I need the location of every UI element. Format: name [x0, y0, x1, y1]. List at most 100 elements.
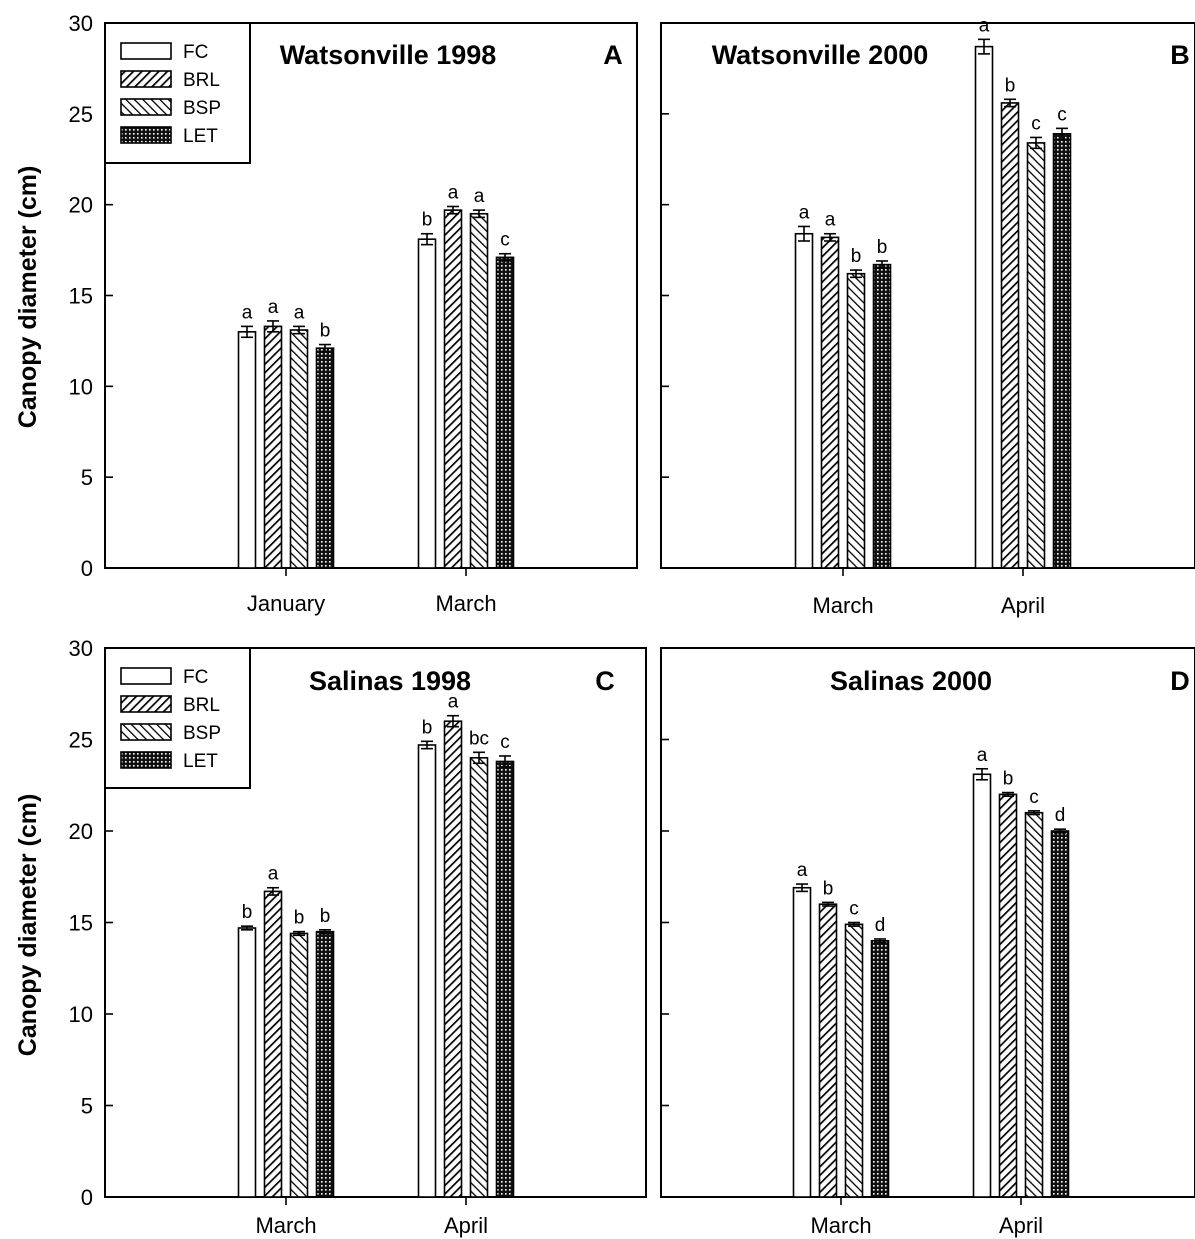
- significance-label: b: [320, 906, 331, 927]
- error-bar: [978, 38, 990, 55]
- y-tick-label: 15: [69, 284, 93, 309]
- bar-bsp: [469, 212, 489, 569]
- significance-label: b: [823, 878, 834, 899]
- bar-let: [1052, 133, 1072, 569]
- category-label: April: [444, 1213, 488, 1238]
- bar-brl: [443, 720, 463, 1198]
- legend: FC BRL BSP LET: [104, 647, 251, 789]
- bar-brl: [818, 903, 838, 1198]
- error-bar: [1056, 127, 1068, 141]
- significance-label: b: [294, 908, 305, 929]
- error-bar: [447, 714, 459, 728]
- legend-swatch-let: [120, 751, 172, 769]
- significance-label: a: [797, 860, 808, 881]
- error-bar: [876, 260, 888, 270]
- significance-label: b: [320, 321, 331, 342]
- error-bar: [241, 925, 253, 931]
- significance-label: bc: [469, 728, 489, 749]
- bar-let: [495, 256, 515, 569]
- error-bar: [850, 269, 862, 279]
- error-bar: [267, 886, 279, 896]
- y-tick-label: 15: [69, 911, 93, 936]
- bar-fc: [417, 744, 437, 1198]
- panel-letter: D: [1170, 666, 1190, 696]
- y-axis-title-top: Canopy diameter (cm): [14, 166, 42, 429]
- bar-bsp: [469, 756, 489, 1198]
- bar-let: [1050, 830, 1070, 1198]
- y-tick-label: 30: [69, 11, 93, 36]
- significance-label: c: [500, 230, 510, 251]
- bar-let: [872, 263, 892, 569]
- bar-fc: [237, 927, 257, 1198]
- significance-label: c: [849, 899, 859, 920]
- error-bar: [473, 209, 485, 219]
- y-tick-label: 0: [81, 1185, 93, 1210]
- panel-title: Watsonville 1998: [280, 40, 497, 70]
- error-bar: [499, 755, 511, 768]
- plot-frame: [660, 647, 1195, 1198]
- error-bar: [473, 751, 485, 765]
- bar-brl: [998, 793, 1018, 1198]
- bar-let: [495, 760, 515, 1198]
- error-bar: [1030, 136, 1042, 150]
- significance-label: b: [1003, 769, 1014, 790]
- legend-label: LET: [183, 126, 218, 147]
- panel-title: Watsonville 2000: [712, 40, 929, 70]
- significance-label: a: [825, 210, 836, 231]
- legend: FC BRL BSP LET: [104, 22, 251, 164]
- error-bar: [499, 252, 511, 262]
- error-bar: [319, 929, 331, 935]
- legend-swatch-fc: [120, 667, 172, 685]
- significance-label: b: [851, 246, 862, 267]
- bar-brl: [820, 236, 840, 569]
- panel-title: Salinas 2000: [830, 666, 992, 696]
- bar-brl: [263, 325, 283, 569]
- bar-bsp: [1024, 811, 1044, 1198]
- error-bar: [241, 325, 253, 339]
- legend-label: LET: [183, 751, 218, 772]
- error-bar: [1002, 791, 1014, 798]
- significance-label: a: [799, 202, 810, 223]
- error-bar: [796, 883, 808, 893]
- bar-fc: [974, 45, 994, 569]
- legend-swatch-bsp: [120, 723, 172, 741]
- significance-label: a: [977, 745, 988, 766]
- error-bar: [848, 921, 860, 927]
- bar-bsp: [846, 272, 866, 569]
- bar-let: [315, 347, 335, 569]
- legend-swatch-bsp: [120, 98, 172, 116]
- category-label: March: [810, 1213, 871, 1238]
- bar-bsp: [289, 329, 309, 569]
- significance-label: b: [877, 237, 888, 258]
- panel-letter: C: [595, 666, 615, 696]
- significance-label: b: [422, 717, 433, 738]
- bar-bsp: [289, 932, 309, 1198]
- error-bar: [319, 343, 331, 353]
- significance-label: a: [448, 182, 459, 203]
- significance-label: a: [242, 302, 253, 323]
- legend-swatch-fc: [120, 42, 172, 60]
- category-label: March: [812, 593, 873, 618]
- bar-fc: [792, 886, 812, 1198]
- y-tick-label: 10: [69, 1002, 93, 1027]
- error-bar: [1054, 828, 1066, 834]
- error-bar: [267, 320, 279, 333]
- error-bar: [976, 767, 988, 781]
- significance-label: b: [1005, 75, 1016, 96]
- significance-label: b: [242, 902, 253, 923]
- legend-label: BRL: [183, 70, 220, 91]
- bar-fc: [972, 773, 992, 1198]
- category-label: January: [247, 591, 325, 616]
- significance-label: a: [448, 692, 459, 713]
- significance-label: b: [422, 210, 433, 231]
- error-bar: [824, 232, 836, 242]
- panel-letter: A: [603, 40, 623, 70]
- y-tick-label: 20: [69, 819, 93, 844]
- error-bar: [798, 225, 810, 242]
- error-bar: [293, 325, 305, 335]
- bar-bsp: [844, 923, 864, 1198]
